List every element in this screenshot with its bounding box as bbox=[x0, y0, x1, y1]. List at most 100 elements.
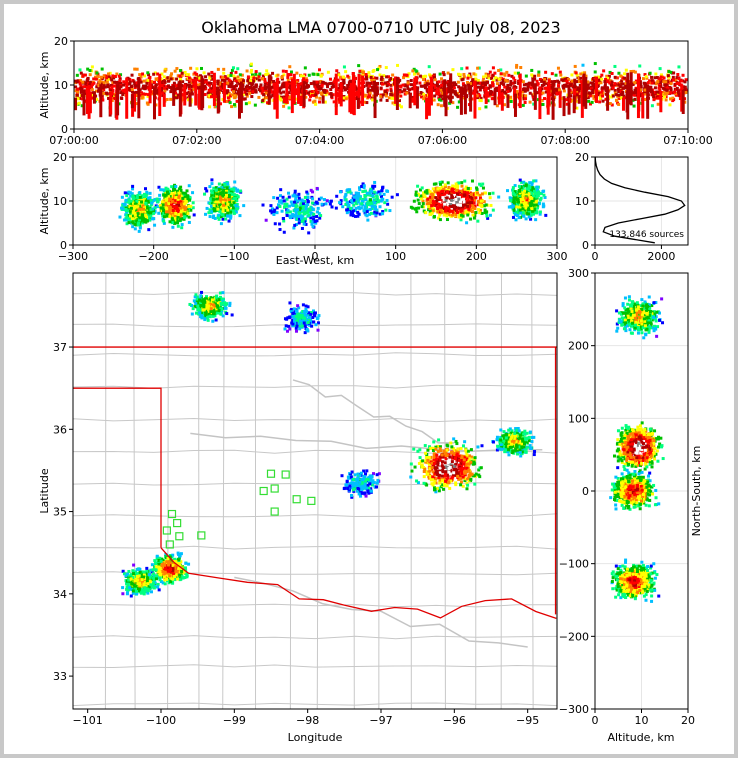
ew-source-3 bbox=[301, 207, 305, 211]
th-source bbox=[307, 73, 311, 77]
th-source bbox=[357, 64, 361, 68]
ew-source-2 bbox=[223, 204, 227, 208]
th-source bbox=[446, 95, 450, 99]
ew-source-2 bbox=[232, 211, 236, 215]
th-source bbox=[452, 84, 456, 88]
th-source bbox=[235, 99, 239, 103]
lma-figure: Oklahoma LMA 0700-0710 UTC July 08, 2023… bbox=[38, 18, 713, 744]
th-source bbox=[440, 83, 444, 87]
th-source bbox=[574, 71, 578, 75]
th-source bbox=[175, 67, 179, 71]
th-source bbox=[295, 71, 299, 75]
th-source bbox=[232, 74, 236, 78]
ew-source-4 bbox=[373, 180, 377, 184]
th-source bbox=[613, 91, 617, 95]
th-source bbox=[249, 62, 253, 66]
th-source bbox=[396, 63, 400, 67]
th-source bbox=[428, 73, 432, 77]
th-source bbox=[286, 78, 290, 82]
th-source bbox=[252, 85, 256, 89]
th-source bbox=[665, 79, 669, 83]
ew-source-1 bbox=[170, 217, 174, 221]
th-source bbox=[274, 74, 278, 78]
th-source bbox=[486, 99, 490, 103]
th-source bbox=[107, 74, 111, 78]
th-source bbox=[305, 83, 309, 87]
th-source bbox=[229, 71, 233, 75]
th-source bbox=[229, 85, 233, 89]
ew-source-0 bbox=[135, 205, 139, 209]
th-source bbox=[323, 81, 327, 85]
ew-source-3 bbox=[297, 214, 301, 218]
th-source bbox=[208, 74, 212, 78]
th-source bbox=[610, 83, 614, 87]
th-source bbox=[653, 90, 657, 94]
ew-source-0 bbox=[122, 203, 126, 207]
ew-source-3 bbox=[288, 216, 292, 220]
ew-source-0 bbox=[141, 204, 145, 208]
ew-source-5 bbox=[478, 196, 482, 200]
ew-source-2 bbox=[235, 207, 239, 211]
ew-source-1 bbox=[174, 200, 178, 204]
th-source bbox=[74, 81, 78, 85]
th-column bbox=[568, 97, 572, 103]
ew-source-2 bbox=[213, 198, 217, 202]
th-column bbox=[275, 78, 279, 119]
th-source bbox=[506, 89, 510, 93]
th-source bbox=[79, 89, 83, 93]
th-source bbox=[570, 73, 574, 77]
th-source bbox=[676, 73, 680, 77]
ew-source-0 bbox=[144, 194, 148, 198]
th-column bbox=[484, 86, 488, 104]
th-source bbox=[209, 87, 213, 91]
ew-source-2 bbox=[212, 186, 216, 190]
ew-source-4 bbox=[369, 189, 373, 193]
th-source bbox=[376, 89, 380, 93]
th-source bbox=[556, 66, 560, 70]
th-source bbox=[93, 75, 97, 79]
th-source bbox=[385, 91, 389, 95]
th-source bbox=[469, 84, 473, 88]
th-source bbox=[190, 91, 194, 95]
ew-source-4 bbox=[373, 207, 377, 211]
th-column bbox=[339, 82, 343, 107]
th-source bbox=[210, 74, 214, 78]
th-source bbox=[130, 73, 134, 77]
th-source bbox=[462, 75, 466, 79]
th-source bbox=[209, 95, 213, 99]
th-source bbox=[437, 89, 441, 93]
th-column bbox=[152, 87, 156, 120]
th-source bbox=[219, 84, 223, 88]
th-source bbox=[385, 98, 389, 102]
th-source bbox=[499, 81, 503, 85]
ew-source-4 bbox=[368, 191, 372, 195]
ew-source-1 bbox=[171, 194, 175, 198]
ew-source-2 bbox=[204, 187, 208, 191]
th-source bbox=[254, 83, 258, 87]
ew-source-3 bbox=[299, 202, 303, 206]
th-source bbox=[467, 74, 471, 78]
ew-source-2 bbox=[226, 211, 230, 215]
th-source bbox=[575, 106, 579, 110]
ew-source-3 bbox=[306, 203, 310, 207]
ew-source-4 bbox=[361, 200, 365, 204]
th-source bbox=[88, 69, 92, 73]
th-source bbox=[75, 93, 79, 97]
th-source bbox=[495, 82, 499, 86]
th-source bbox=[467, 85, 471, 89]
th-source bbox=[657, 86, 661, 90]
th-source bbox=[235, 92, 239, 96]
th-column bbox=[285, 81, 289, 104]
th-source bbox=[225, 91, 229, 95]
ew-source-1 bbox=[187, 198, 191, 202]
ew-source-0 bbox=[122, 207, 126, 211]
th-source bbox=[340, 77, 344, 81]
th-source bbox=[269, 76, 273, 80]
th-source bbox=[613, 89, 617, 93]
ew-source-0 bbox=[129, 210, 133, 214]
ew-source-2 bbox=[224, 217, 228, 221]
th-source bbox=[342, 65, 346, 69]
th-source bbox=[92, 81, 96, 85]
th-source bbox=[254, 90, 258, 94]
th-source bbox=[300, 85, 304, 89]
